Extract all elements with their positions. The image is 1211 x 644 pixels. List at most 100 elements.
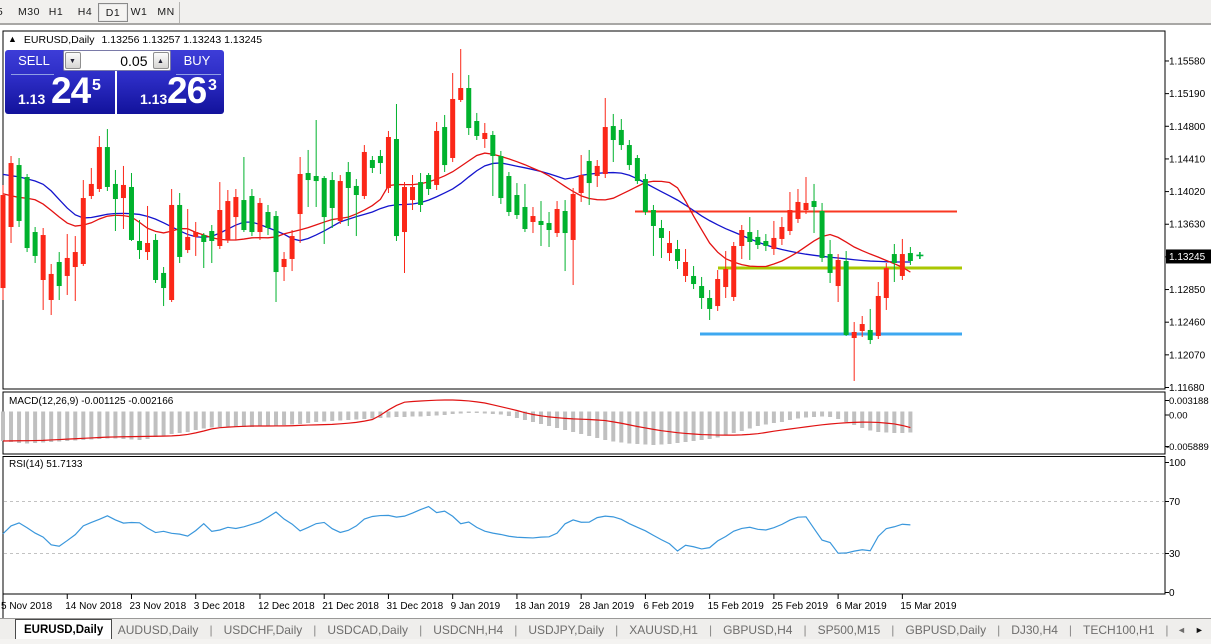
tab-scroll-left-icon[interactable]: ◄ bbox=[1177, 624, 1186, 635]
tab-separator: | bbox=[514, 622, 518, 637]
macd-histogram-bar bbox=[25, 411, 30, 444]
tab-usdcad-daily[interactable]: USDCAD,Daily bbox=[327, 622, 409, 637]
candle-body bbox=[169, 204, 175, 301]
candle-body bbox=[650, 210, 656, 226]
tab-separator: | bbox=[209, 622, 213, 637]
macd-histogram-bar bbox=[506, 411, 511, 417]
candle-body bbox=[8, 163, 14, 227]
tab-sp500-m15[interactable]: SP500,M15 bbox=[817, 622, 881, 637]
macd-histogram-bar bbox=[691, 411, 696, 441]
tab-separator: | bbox=[891, 622, 895, 637]
date-axis-label: 3 Dec 2018 bbox=[194, 601, 246, 612]
sell-underline bbox=[11, 73, 54, 75]
candle-body bbox=[265, 212, 271, 229]
candle-body bbox=[658, 228, 664, 238]
candle-body bbox=[691, 275, 697, 285]
macd-histogram-bar bbox=[627, 411, 632, 444]
macd-histogram-bar bbox=[201, 411, 206, 429]
date-axis-label: 15 Feb 2019 bbox=[708, 601, 765, 612]
tab-scroll-right-icon[interactable]: ► bbox=[1194, 624, 1204, 635]
chart-ohlc-values: 1.13256 1.13257 1.13243 1.13245 bbox=[101, 34, 263, 46]
rsi-pane-label: RSI(14) 51.7133 bbox=[9, 459, 83, 470]
candle-body bbox=[16, 165, 22, 221]
price-axis-label: 1.12070 bbox=[1169, 350, 1206, 361]
candle-body bbox=[490, 134, 496, 156]
sell-button[interactable]: SELL bbox=[18, 53, 50, 68]
macd-histogram-bar bbox=[611, 411, 616, 442]
timeframe-button-m30[interactable]: M30 bbox=[18, 6, 40, 18]
macd-histogram-bar bbox=[715, 411, 720, 438]
tab-gbpusd-daily[interactable]: GBPUSD,Daily bbox=[905, 622, 987, 637]
tab-eurusd-daily[interactable]: EURUSD,Daily bbox=[15, 619, 113, 640]
macd-histogram-bar bbox=[290, 411, 295, 425]
macd-histogram-bar bbox=[217, 411, 222, 427]
macd-histogram-bar bbox=[81, 411, 86, 441]
macd-histogram-bar bbox=[418, 411, 423, 417]
volume-decrease-button[interactable]: ▼ bbox=[64, 52, 81, 69]
timeframe-button-d1[interactable]: D1 bbox=[98, 3, 128, 22]
macd-histogram-bar bbox=[514, 411, 519, 419]
macd-histogram-bar bbox=[249, 411, 254, 427]
tab-audusd-daily[interactable]: AUDUSD,Daily bbox=[117, 622, 199, 637]
tab-separator: | bbox=[1165, 622, 1169, 637]
tab-gbpusd-h4[interactable]: GBPUSD,H4 bbox=[723, 622, 793, 637]
timeframe-button-5[interactable]: 5 bbox=[0, 3, 8, 22]
macd-histogram-bar bbox=[402, 411, 407, 417]
tab-xauusd-h1[interactable]: XAUUSD,H1 bbox=[629, 622, 698, 637]
tab-usdcnh-h4[interactable]: USDCNH,H4 bbox=[433, 622, 504, 637]
candle-body bbox=[803, 202, 809, 210]
macd-histogram-bar bbox=[884, 411, 889, 433]
candle-body bbox=[458, 88, 464, 100]
tab-usdchf-daily[interactable]: USDCHF,Daily bbox=[223, 622, 303, 637]
macd-histogram-bar bbox=[579, 411, 584, 434]
price-axis-label: 1.11680 bbox=[1169, 383, 1205, 394]
tab-tech100-h1[interactable]: TECH100,H1 bbox=[1083, 622, 1155, 637]
candle-body bbox=[104, 147, 110, 187]
macd-histogram-bar bbox=[675, 411, 680, 444]
tab-scroll-buttons: ◄ ► bbox=[1174, 619, 1211, 640]
candle-body bbox=[426, 175, 432, 189]
buy-button[interactable]: BUY bbox=[183, 53, 211, 68]
timeframe-button-w1[interactable]: W1 bbox=[130, 6, 148, 18]
buy-price-button[interactable]: 1.13 26 3 bbox=[117, 70, 224, 114]
macd-histogram-bar bbox=[265, 411, 270, 426]
macd-histogram-bar bbox=[169, 411, 174, 434]
tab-dj30-h4[interactable]: DJ30,H4 bbox=[1011, 622, 1058, 637]
candle-body bbox=[883, 268, 889, 298]
timeframe-button-mn[interactable]: MN bbox=[157, 6, 175, 18]
macd-histogram-bar bbox=[33, 411, 38, 444]
macd-histogram-bar bbox=[739, 411, 744, 432]
collapse-triangle-icon[interactable]: ▲ bbox=[8, 34, 17, 44]
timeframe-button-h4[interactable]: H4 bbox=[77, 6, 93, 18]
macd-histogram-bar bbox=[595, 411, 600, 438]
macd-histogram-bar bbox=[539, 411, 544, 424]
candle-body bbox=[112, 183, 118, 200]
price-axis-label: 1.14410 bbox=[1169, 154, 1206, 165]
candle-body bbox=[562, 211, 568, 234]
candle-body bbox=[827, 254, 833, 273]
candle-body bbox=[586, 161, 592, 184]
candle-body bbox=[120, 184, 126, 199]
candle-body bbox=[570, 194, 576, 240]
date-axis-label: 28 Jan 2019 bbox=[579, 601, 634, 612]
volume-increase-button[interactable]: ▲ bbox=[152, 52, 169, 69]
candle-body bbox=[273, 216, 279, 273]
macd-histogram-bar bbox=[868, 411, 873, 431]
candle-body bbox=[193, 232, 199, 237]
macd-histogram-bar bbox=[699, 411, 704, 441]
tab-usdjpy-daily[interactable]: USDJPY,Daily bbox=[528, 622, 605, 637]
candle-body bbox=[819, 211, 825, 258]
macd-histogram-bar bbox=[659, 411, 664, 445]
candle-body bbox=[835, 259, 841, 287]
rsi-line bbox=[2, 505, 911, 554]
macd-pane-border bbox=[2, 391, 1166, 455]
volume-value[interactable]: 0.05 bbox=[120, 53, 148, 69]
sell-price-button[interactable]: 1.13 24 5 bbox=[5, 70, 115, 114]
candle-body bbox=[289, 236, 295, 259]
macd-histogram-bar bbox=[346, 411, 351, 420]
timeframe-button-h1[interactable]: H1 bbox=[48, 6, 64, 18]
tab-separator: | bbox=[997, 622, 1001, 637]
current-price-box bbox=[1166, 249, 1211, 264]
macd-histogram-bar bbox=[73, 411, 78, 441]
